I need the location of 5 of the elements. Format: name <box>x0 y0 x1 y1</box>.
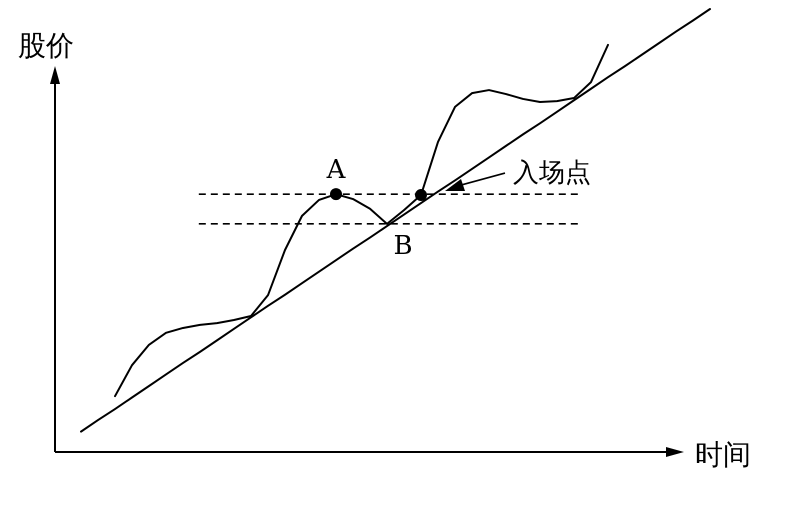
y-axis-title: 股价 <box>18 29 74 62</box>
annotation: A <box>326 155 347 186</box>
annotation: B <box>393 230 413 261</box>
annotation: 入场点 <box>513 158 591 188</box>
x-axis-title: 时间 <box>695 438 751 471</box>
